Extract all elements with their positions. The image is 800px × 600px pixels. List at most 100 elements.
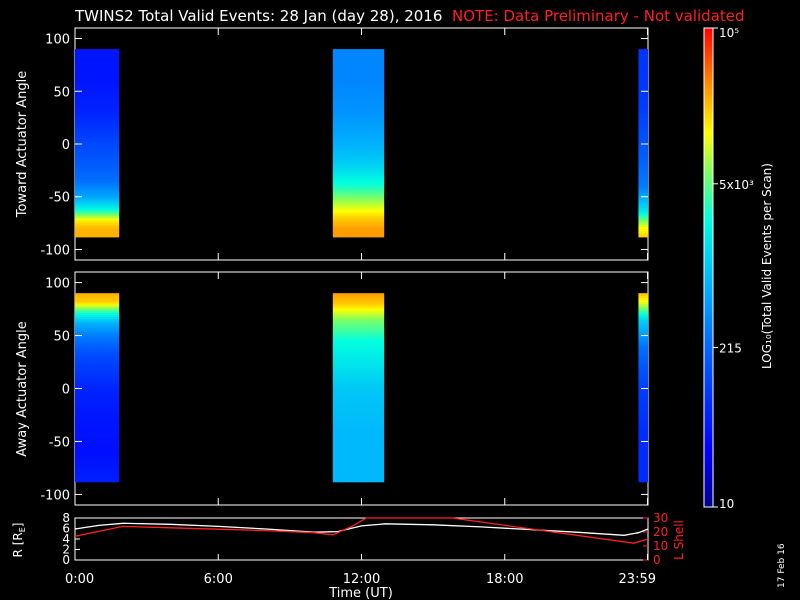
heatmap-cell <box>332 411 385 415</box>
heatmap-cell <box>638 207 648 210</box>
heatmap-cell <box>75 473 120 476</box>
heatmap-cell <box>638 318 648 322</box>
heatmap-cell <box>75 179 120 183</box>
x-tick-label: 12:00 <box>343 572 380 587</box>
heatmap-cell <box>75 194 120 198</box>
heatmap-cell <box>332 367 385 371</box>
heatmap-cell <box>332 169 385 173</box>
heatmap-cell <box>332 171 385 175</box>
heatmap-cell <box>332 382 385 385</box>
right-tick-label: 10 <box>653 539 668 553</box>
heatmap-cell <box>332 341 385 345</box>
heatmap-cell <box>638 177 648 181</box>
heatmap-cell <box>332 312 385 315</box>
heatmap-cell <box>75 320 120 324</box>
heatmap-cell <box>332 224 385 227</box>
heatmap-cell <box>332 432 385 436</box>
heatmap-cell <box>332 301 385 305</box>
heatmap-cell <box>638 165 648 168</box>
heatmap-cell <box>75 177 120 181</box>
y-tick-label: 50 <box>53 85 70 100</box>
heatmap-cell <box>638 299 648 303</box>
heatmap-cell <box>332 103 385 107</box>
heatmap-cell <box>638 354 648 358</box>
heatmap-cell <box>638 449 648 453</box>
heatmap-cell <box>332 403 385 407</box>
heatmap-cell <box>332 57 385 61</box>
heatmap-cell <box>638 337 648 341</box>
away-angle-panel: -100 -50 0 50 100 Away Actuator Angle <box>15 271 649 506</box>
heatmap-cell <box>75 430 120 434</box>
heatmap-cell <box>75 428 120 432</box>
heatmap-cell <box>638 95 648 99</box>
heatmap-segment <box>75 293 120 483</box>
heatmap-cell <box>332 97 385 101</box>
heatmap-cell <box>75 310 120 313</box>
heatmap-cell <box>75 435 120 438</box>
heatmap-cell <box>638 230 648 234</box>
heatmap-cell <box>332 409 385 413</box>
heatmap-cell <box>75 97 120 101</box>
heatmap-cell <box>638 297 648 301</box>
heatmap-cell <box>75 125 120 128</box>
heatmap-cell <box>332 213 385 217</box>
heatmap-cell <box>638 407 648 411</box>
heatmap-cell <box>332 354 385 358</box>
heatmap-cell <box>75 426 120 430</box>
heatmap-cell <box>75 184 120 187</box>
y-tick-label: 50 <box>53 330 70 345</box>
heatmap-cell <box>332 310 385 313</box>
heatmap-cell <box>332 127 385 130</box>
heatmap-cell <box>75 78 120 82</box>
heatmap-cell <box>638 348 648 351</box>
heatmap-cell <box>75 68 120 71</box>
heatmap-cell <box>75 127 120 130</box>
heatmap-cell <box>638 437 648 440</box>
left-tick-label: 4 <box>62 532 70 546</box>
colorbar-gradient <box>703 27 714 508</box>
y-tick-label: -50 <box>49 435 70 450</box>
heatmap-cell <box>332 447 385 451</box>
heatmap-cell <box>332 51 385 54</box>
heatmap-cell <box>75 230 120 234</box>
heatmap-cell <box>75 72 120 75</box>
heatmap-cell <box>638 327 648 330</box>
heatmap-cell <box>332 371 385 375</box>
heatmap-cell <box>75 303 120 307</box>
heatmap-cell <box>638 141 648 145</box>
heatmap-cell <box>332 188 385 191</box>
heatmap-cell <box>332 222 385 225</box>
heatmap-cell <box>638 396 648 400</box>
heatmap-cell <box>332 118 385 122</box>
left-tick-label: 2 <box>62 543 70 557</box>
heatmap-cell <box>75 49 120 52</box>
heatmap-cell <box>638 114 648 118</box>
colorbar-label: LOG₁₀(Total Valid Events per Scan) <box>760 163 774 369</box>
heatmap-cell <box>638 133 648 137</box>
heatmap-cell <box>332 110 385 113</box>
heatmap-cell <box>75 367 120 371</box>
heatmap-cell <box>332 87 385 90</box>
heatmap-cell <box>332 137 385 141</box>
heatmap-cell <box>332 460 385 464</box>
heatmap-cell <box>75 162 120 166</box>
heatmap-cell <box>332 106 385 109</box>
heatmap-cell <box>75 380 120 383</box>
heatmap-cell <box>75 441 120 445</box>
heatmap-cell <box>75 331 120 335</box>
heatmap-cell <box>638 392 648 396</box>
heatmap-cell <box>332 331 385 335</box>
heatmap-cell <box>638 399 648 402</box>
heatmap-cell <box>75 203 120 206</box>
heatmap-cell <box>638 358 648 362</box>
heatmap-cell <box>332 316 385 320</box>
heatmap-cell <box>332 196 385 200</box>
heatmap-cell <box>332 365 385 368</box>
heatmap-cell <box>332 68 385 71</box>
heatmap-cell <box>332 165 385 168</box>
heatmap-cell <box>75 403 120 407</box>
heatmap-cell <box>75 205 120 208</box>
heatmap-cell <box>332 144 385 147</box>
heatmap-cell <box>75 424 120 428</box>
